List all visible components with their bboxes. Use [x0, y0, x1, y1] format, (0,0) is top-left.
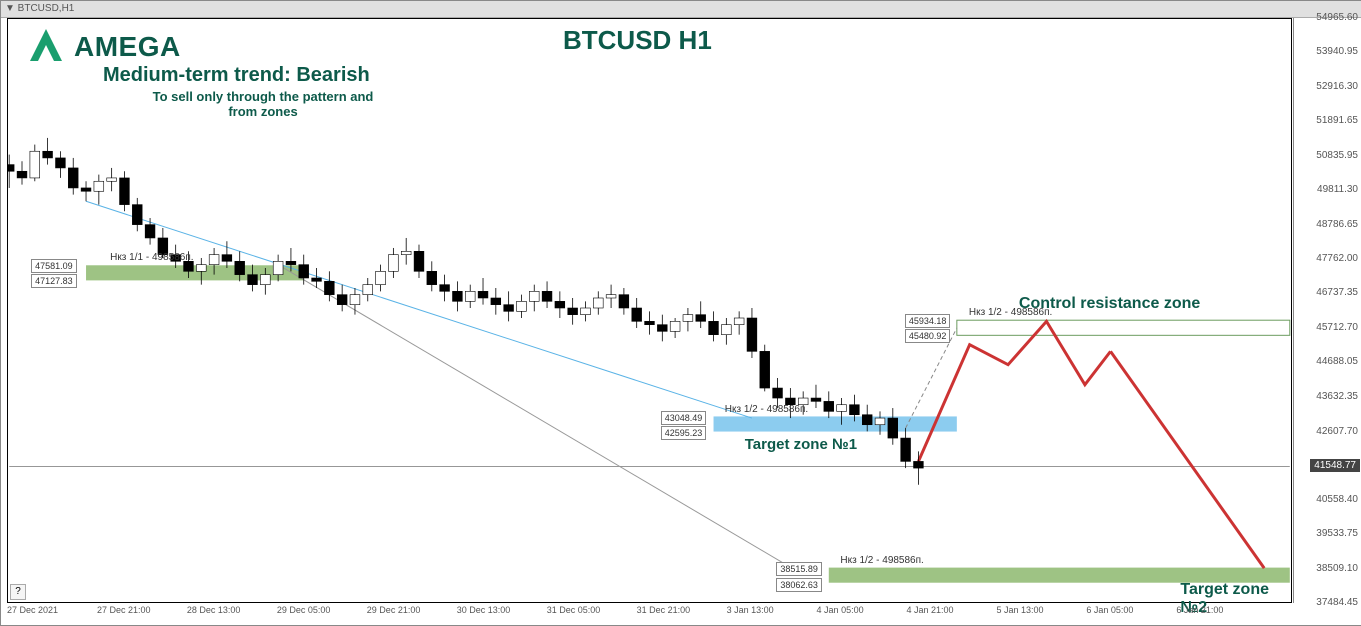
zone-annotation: Нкз 1/1 - 498586п.	[110, 252, 193, 263]
zone-price-label: 38515.89	[776, 562, 822, 576]
time-tick: 29 Dec 21:00	[367, 605, 421, 615]
price-tick: 53940.95	[1316, 46, 1358, 57]
price-tick: 44688.05	[1316, 356, 1358, 367]
zone-price-label: 45480.92	[905, 329, 951, 343]
time-tick: 31 Dec 05:00	[547, 605, 601, 615]
price-tick: 47762.00	[1316, 253, 1358, 264]
zone-price-label: 42595.23	[661, 426, 707, 440]
price-tick: 51891.65	[1316, 115, 1358, 126]
price-tick: 37484.45	[1316, 597, 1358, 608]
price-tick: 52916.30	[1316, 81, 1358, 92]
current-price-marker: 41548.77	[1310, 459, 1360, 472]
chart-area[interactable]: AMEGA BTCUSD H1 Medium-term trend: Beari…	[7, 18, 1292, 603]
price-tick: 40558.40	[1316, 494, 1358, 505]
price-tick: 46737.35	[1316, 287, 1358, 298]
price-tick: 54965.60	[1316, 12, 1358, 23]
zone-price-label: 47581.09	[31, 259, 77, 273]
price-tick: 49811.30	[1317, 184, 1358, 195]
price-tick: 38509.10	[1316, 563, 1358, 574]
symbol-header: ▼ BTCUSD,H1	[1, 1, 1361, 18]
time-tick: 4 Jan 21:00	[907, 605, 954, 615]
time-tick: 30 Dec 13:00	[457, 605, 511, 615]
zone-annotation: Нкз 1/2 - 498586п.	[725, 404, 808, 415]
time-tick: 28 Dec 13:00	[187, 605, 241, 615]
price-tick: 48786.65	[1316, 219, 1358, 230]
time-tick: 31 Dec 21:00	[637, 605, 691, 615]
symbol-text: ▼ BTCUSD,H1	[5, 3, 74, 14]
time-tick: 6 Jan 21:00	[1176, 605, 1223, 615]
time-tick: 3 Jan 13:00	[727, 605, 774, 615]
zone-price-label: 45934.18	[905, 314, 951, 328]
help-button[interactable]: ?	[10, 584, 26, 600]
time-tick: 29 Dec 05:00	[277, 605, 331, 615]
price-tick: 39533.75	[1316, 528, 1358, 539]
price-tick: 43632.35	[1316, 391, 1358, 402]
time-axis: 27 Dec 2021 27 Dec 21:00 28 Dec 13:00 29 De…	[7, 605, 1292, 621]
price-axis: 54965.6053940.9552916.3051891.6550835.95…	[1293, 18, 1361, 603]
price-tick: 42607.70	[1316, 426, 1358, 437]
time-tick: 27 Dec 2021	[7, 605, 58, 615]
time-tick: 27 Dec 21:00	[97, 605, 151, 615]
zone-annotation: Target zone №1	[745, 436, 857, 453]
zone-price-label: 47127.83	[31, 274, 77, 288]
time-tick: 4 Jan 05:00	[817, 605, 864, 615]
time-tick: 5 Jan 13:00	[996, 605, 1043, 615]
price-tick: 45712.70	[1316, 322, 1358, 333]
price-tick: 50835.95	[1316, 150, 1358, 161]
zone-price-label: 43048.49	[661, 411, 707, 425]
zone-annotation: Нкз 1/2 - 498586п.	[840, 555, 923, 566]
time-tick: 6 Jan 05:00	[1086, 605, 1133, 615]
zone-price-label: 38062.63	[776, 578, 822, 592]
zone-annotation: Control resistance zone	[1019, 295, 1200, 313]
chart-window: ▼ BTCUSD,H1 AMEGA BTCUSD H1 Medium-term …	[0, 0, 1361, 626]
